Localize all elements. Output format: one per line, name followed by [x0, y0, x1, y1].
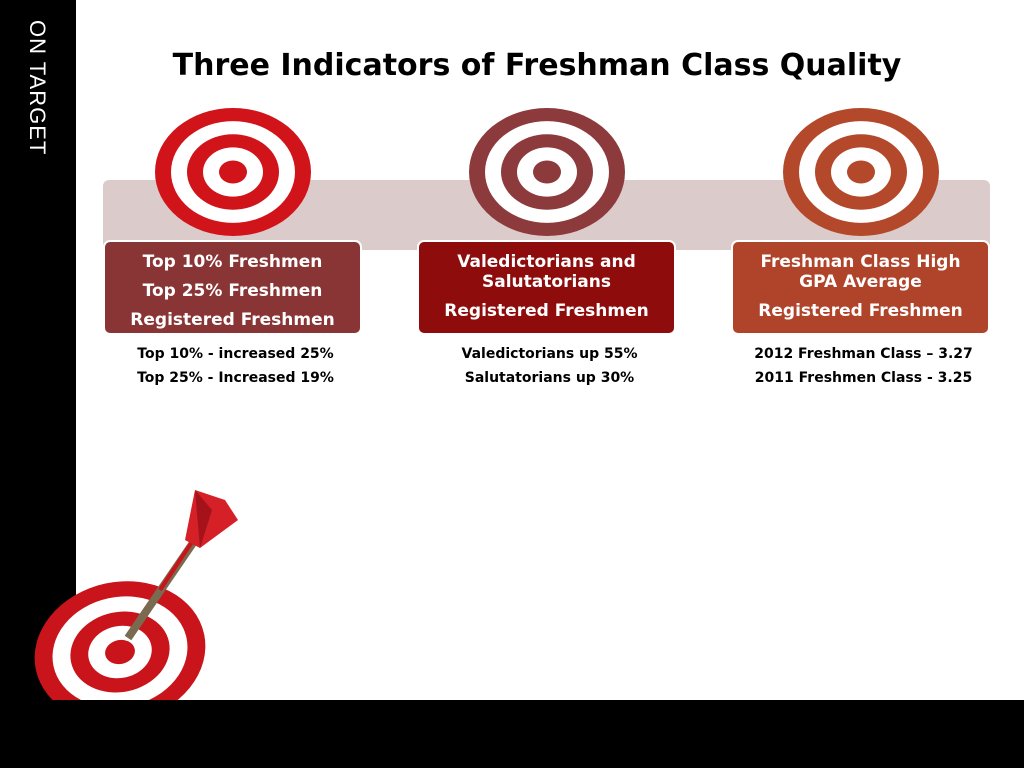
indicator-line: Registered Freshmen — [130, 310, 335, 330]
indicator-line: Registered Freshmen — [758, 301, 963, 321]
bottom-bar — [0, 700, 1024, 768]
indicator-line: Valedictorians and Salutatorians — [457, 252, 636, 292]
note: 2011 Freshmen Class - 3.25 — [754, 370, 973, 386]
note: 2012 Freshman Class – 3.27 — [754, 346, 973, 362]
note: Top 25% - Increased 19% — [137, 370, 334, 386]
indicator-line: Freshman Class High GPA Average — [760, 252, 961, 292]
indicator-line: Top 10% Freshmen — [142, 252, 323, 272]
indicator-box: Valedictorians and Salutatorians Register… — [417, 240, 676, 335]
dart-target — [34, 581, 206, 700]
target-ring — [847, 160, 875, 184]
target-ring — [533, 160, 561, 184]
indicator-notes: Valedictorians up 55% Salutatorians up 30… — [420, 342, 679, 390]
title: Three Indicators of Freshman Class Quali… — [172, 48, 902, 83]
target-ring — [219, 160, 247, 184]
artwork — [34, 108, 990, 700]
dart — [124, 490, 238, 641]
note: Salutatorians up 30% — [464, 370, 635, 386]
ring — [105, 639, 135, 665]
note: Top 10% - increased 25% — [137, 346, 334, 362]
note: Valedictorians up 55% — [461, 346, 638, 362]
indicator-line: Registered Freshmen — [444, 301, 649, 321]
dart-flight — [195, 490, 212, 548]
indicator-box: Freshman Class High GPA Average Registere… — [731, 240, 990, 335]
targets — [155, 108, 939, 236]
dart-flight — [185, 490, 238, 548]
indicator-line: Top 25% Freshmen — [142, 281, 323, 301]
indicator-notes: Top 10% - increased 25% Top 25% - Increas… — [106, 342, 365, 390]
indicator-notes: 2012 Freshman Class – 3.27 2011 Freshmen … — [734, 342, 993, 390]
indicator-box: Top 10% Freshmen Top 25% Freshmen Register… — [103, 240, 362, 335]
